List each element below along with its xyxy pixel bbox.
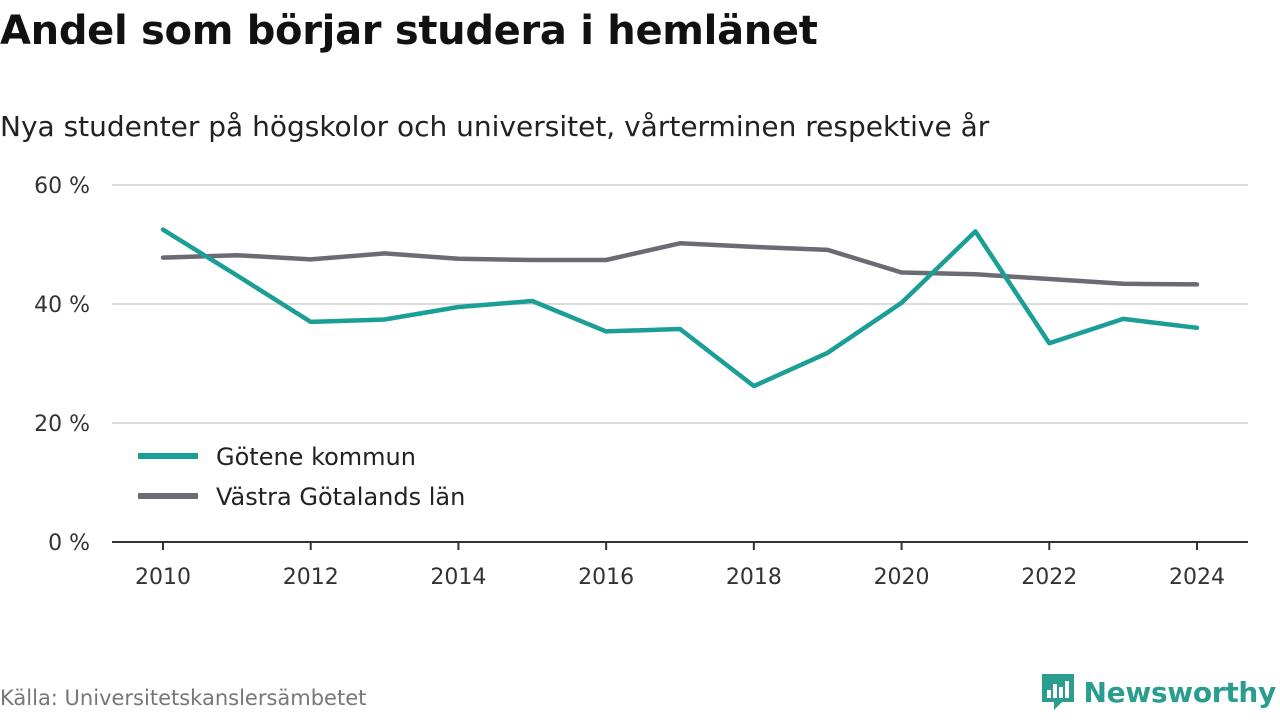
brand-logo[interactable]: Newsworthy [1040,672,1276,712]
legend: Götene kommun Västra Götalands län [138,443,465,511]
y-tick-label: 20 % [34,412,90,437]
series-line-västra-götalands-län [160,241,1200,287]
series-line-götene-kommun [160,227,1200,389]
source-note: Källa: Universitetskanslersämbetet [0,686,367,710]
line-chart: 0 % 20 % 40 % 60 % 2010 2012 2014 2016 2018 2020… [34,174,1248,590]
legend-label: Västra Götalands län [216,483,465,511]
x-tick-label: 2024 [1169,565,1225,590]
x-tick-label: 2012 [283,565,339,590]
x-tick-label: 2020 [874,565,930,590]
brand-name: Newsworthy [1083,675,1277,709]
chart-subtitle: Nya studenter på högskolor och universit… [0,110,990,143]
x-tick-label: 2022 [1021,565,1077,590]
x-axis: 2010 2012 2014 2016 2018 2020 2022 2024 [112,541,1248,590]
series-lines [160,227,1200,389]
x-tick-label: 2016 [578,565,634,590]
y-tick-label: 0 % [48,531,90,556]
gridlines [112,184,1248,424]
x-tick-label: 2018 [726,565,782,590]
chart-title: Andel som börjar studera i hemlänet [0,8,818,54]
y-tick-label: 40 % [34,293,90,318]
x-tick-label: 2010 [135,565,191,590]
y-axis-ticks: 0 % 20 % 40 % 60 % [34,174,90,556]
x-tick-label: 2014 [430,565,486,590]
legend-label: Götene kommun [216,443,416,471]
newsworthy-logo-icon [1041,674,1074,710]
y-tick-label: 60 % [34,174,90,199]
